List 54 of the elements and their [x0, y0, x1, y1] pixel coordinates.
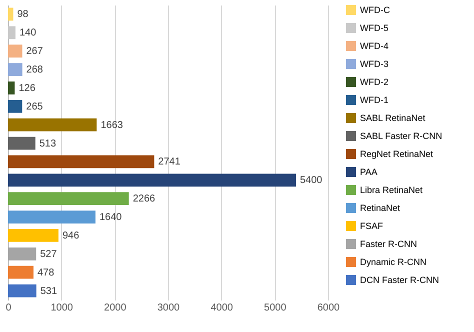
- data-label: 1640: [99, 212, 122, 224]
- data-label: 2266: [132, 194, 156, 205]
- data-label: 265: [26, 101, 44, 112]
- bar: [8, 192, 129, 206]
- legend-label: PAA: [360, 167, 378, 177]
- bar: [8, 174, 296, 187]
- legend-label: WFD-3: [360, 59, 388, 69]
- legend-label: RegNet RetinaNet: [360, 149, 434, 159]
- bar: [8, 284, 36, 298]
- data-label: 98: [17, 9, 29, 20]
- data-label: 513: [39, 138, 56, 150]
- bar: [8, 210, 96, 224]
- legend-label: SABL RetinaNet: [360, 113, 426, 123]
- x-tick-label: 5000: [264, 302, 287, 314]
- legend-label: WFD-C: [360, 5, 390, 15]
- legend-label: WFD-1: [360, 95, 388, 105]
- x-tick-label: 6000: [317, 302, 340, 314]
- bar: [8, 82, 15, 94]
- legend-label: Faster R-CNN: [360, 239, 418, 249]
- x-tick-label: 4000: [210, 302, 234, 314]
- data-label: 5400: [300, 175, 323, 186]
- data-label: 267: [26, 46, 44, 58]
- x-tick-label: 0: [6, 302, 12, 314]
- bar: [8, 155, 154, 168]
- legend-label: RetinaNet: [360, 203, 401, 213]
- data-label: 1663: [100, 120, 124, 131]
- legend-label: WFD-2: [360, 77, 388, 87]
- legend-label: Dynamic R-CNN: [360, 257, 427, 267]
- data-label: 140: [19, 28, 37, 39]
- bar: [8, 266, 34, 279]
- bar: [8, 100, 22, 113]
- bar: [8, 44, 22, 58]
- data-label: 478: [37, 267, 55, 278]
- bar: [8, 136, 36, 150]
- bar: [8, 8, 14, 21]
- legend-label: WFD-4: [360, 41, 388, 51]
- bar: [8, 118, 97, 132]
- legend-label: DCN Faster R-CNN: [360, 275, 440, 285]
- data-label: 946: [62, 230, 80, 242]
- data-label: 531: [40, 286, 58, 297]
- data-label: 527: [40, 248, 58, 260]
- bar: [8, 63, 22, 76]
- legend-label: SABL Faster R-CNN: [360, 131, 442, 141]
- x-tick-label: 1000: [50, 302, 74, 314]
- legend-label: WFD-5: [360, 23, 388, 33]
- data-label: 126: [18, 82, 36, 94]
- bar: [8, 229, 58, 242]
- x-tick-label: 3000: [157, 302, 180, 314]
- x-tick-label: 2000: [104, 302, 127, 314]
- legend-label: FSAF: [360, 221, 384, 231]
- bar: [8, 247, 36, 260]
- legend-label: Libra RetinaNet: [360, 185, 424, 195]
- data-label: 268: [26, 64, 44, 76]
- data-label: 2741: [158, 156, 181, 168]
